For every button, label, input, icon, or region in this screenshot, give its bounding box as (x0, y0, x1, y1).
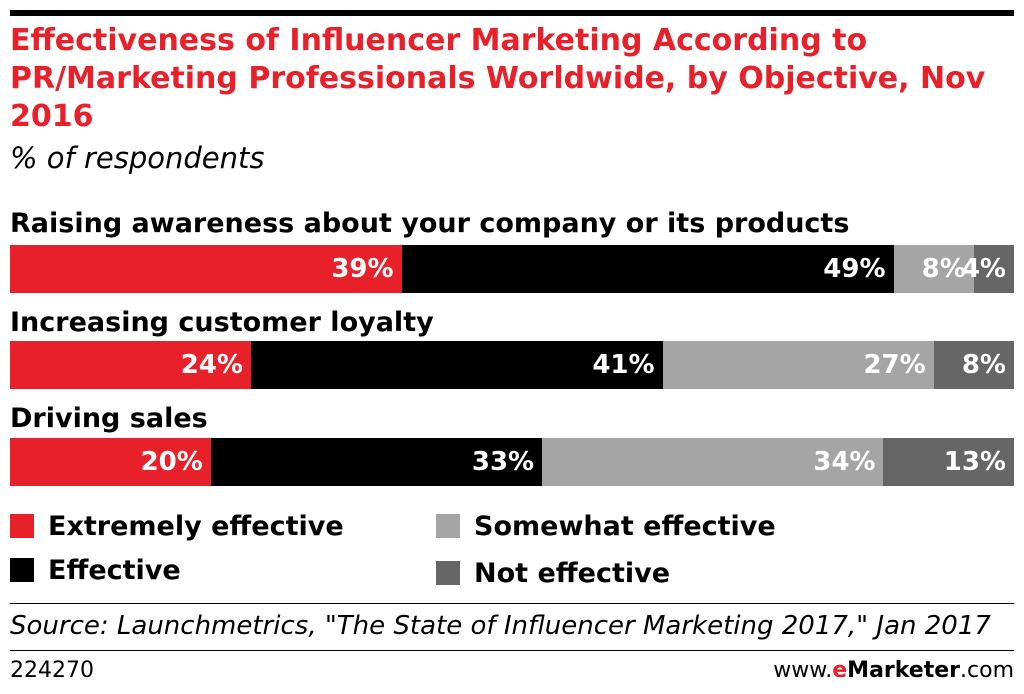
bar-segment-not-effective: 4% (962, 245, 1014, 293)
bar-segment-somewhat-effective: 27% (662, 341, 934, 389)
category-label: Raising awareness about your company or … (10, 208, 850, 239)
bar-segment-not-effective: 13% (883, 438, 1014, 486)
brand-suffix: .com (960, 658, 1014, 683)
legend-label: Effective (48, 554, 181, 586)
brand-logo: www.eMarketer.com (773, 658, 1014, 683)
stacked-bar: 39% 49% 8% 4% (10, 245, 1014, 293)
chart-subtitle: % of respondents (10, 141, 265, 175)
category-label: Driving sales (10, 403, 208, 434)
legend-label: Somewhat effective (474, 510, 776, 542)
brand-prefix: www. (773, 658, 833, 683)
bar-segment-extremely-effective: 39% (10, 245, 402, 293)
legend-item-extremely-effective: Extremely effective (10, 510, 344, 542)
chart-id: 224270 (10, 658, 94, 683)
divider (10, 650, 1014, 651)
legend-label: Not effective (474, 557, 671, 589)
bar-segment-extremely-effective: 20% (10, 438, 211, 486)
legend-label: Extremely effective (48, 510, 344, 542)
legend-item-effective: Effective (10, 554, 181, 586)
category-label: Increasing customer loyalty (10, 307, 434, 338)
bar-segment-effective: 49% (401, 245, 894, 293)
legend-item-somewhat-effective: Somewhat effective (436, 510, 776, 542)
bar-segment-somewhat-effective: 34% (542, 438, 884, 486)
bar-segment-not-effective: 8% (933, 341, 1014, 389)
legend-swatch (436, 514, 460, 538)
bar-segment-effective: 41% (250, 341, 663, 389)
brand-name: Marketer (847, 658, 961, 683)
chart-title: Effectiveness of Influencer Marketing Ac… (10, 23, 986, 134)
legend-swatch (10, 514, 34, 538)
stacked-bar: 20% 33% 34% 13% (10, 438, 1014, 486)
stacked-bar: 24% 41% 27% 8% (10, 341, 1014, 389)
bar-segment-extremely-effective: 24% (10, 341, 251, 389)
bar-segment-somewhat-effective: 8% (893, 245, 974, 293)
legend-swatch (436, 561, 460, 585)
divider (10, 603, 1014, 604)
legend-item-not-effective: Not effective (436, 557, 671, 589)
bar-segment-effective: 33% (210, 438, 543, 486)
source-note: Source: Launchmetrics, "The State of Inf… (10, 611, 991, 641)
brand-e: e (832, 658, 848, 683)
legend-swatch (10, 558, 34, 582)
top-rule (10, 10, 1014, 16)
